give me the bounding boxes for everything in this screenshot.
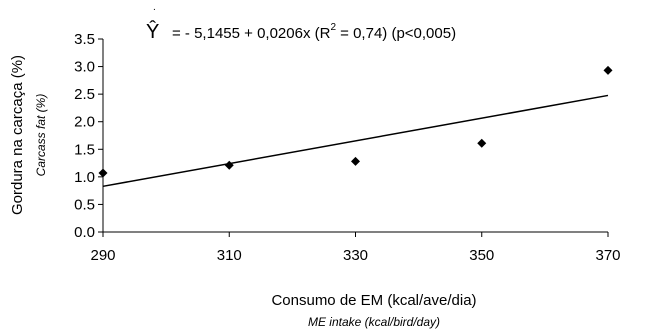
equation-text: = - 5,1455 + 0,0206x (R2 = 0,74) (p<0,00… [172, 22, 456, 42]
axes [98, 38, 609, 237]
y-axis-label: Gordura na carcaça (%) [9, 55, 26, 215]
tick-labels: 0.0 0.5 1.0 1.5 2.0 2.5 3.0 3.5 290 310 330 350 370 [74, 31, 620, 264]
x-axis-label-en: ME intake (kcal/bird/day) [308, 315, 440, 329]
y-tick-label: 0.5 [74, 196, 95, 213]
plot-area [98, 65, 613, 188]
y-tick-label: 2.0 [74, 114, 95, 131]
data-point [351, 156, 360, 166]
equation-dot: . [153, 2, 156, 13]
x-tick-label: 350 [469, 247, 494, 264]
data-point [603, 65, 613, 75]
x-tick-label: 330 [343, 247, 368, 264]
y-tick-label: 3.5 [74, 31, 95, 48]
equation-prefix: = - 5,1455 + 0,0206x (R [172, 25, 331, 42]
y-tick-label: 3.0 [74, 59, 95, 76]
data-point [477, 138, 487, 148]
equation-yhat: Ŷ [146, 20, 159, 43]
y-tick-label: 2.5 [74, 86, 95, 103]
data-point [98, 168, 108, 178]
trendline [102, 94, 609, 188]
x-tick-label: 370 [595, 247, 620, 264]
equation-suffix: = 0,74) (p<0,005) [336, 25, 456, 42]
y-axis-label-en: Carcass fat (%) [34, 94, 48, 177]
y-tick-label: 1.0 [74, 169, 95, 186]
equation-superscript: 2 [330, 22, 336, 33]
y-tick-label: 0.0 [74, 224, 95, 241]
y-tick-label: 1.5 [74, 141, 95, 158]
x-tick-label: 290 [90, 247, 115, 264]
x-tick-label: 310 [217, 247, 242, 264]
x-axis-label: Consumo de EM (kcal/ave/dia) [271, 292, 476, 309]
data-point [224, 160, 234, 170]
